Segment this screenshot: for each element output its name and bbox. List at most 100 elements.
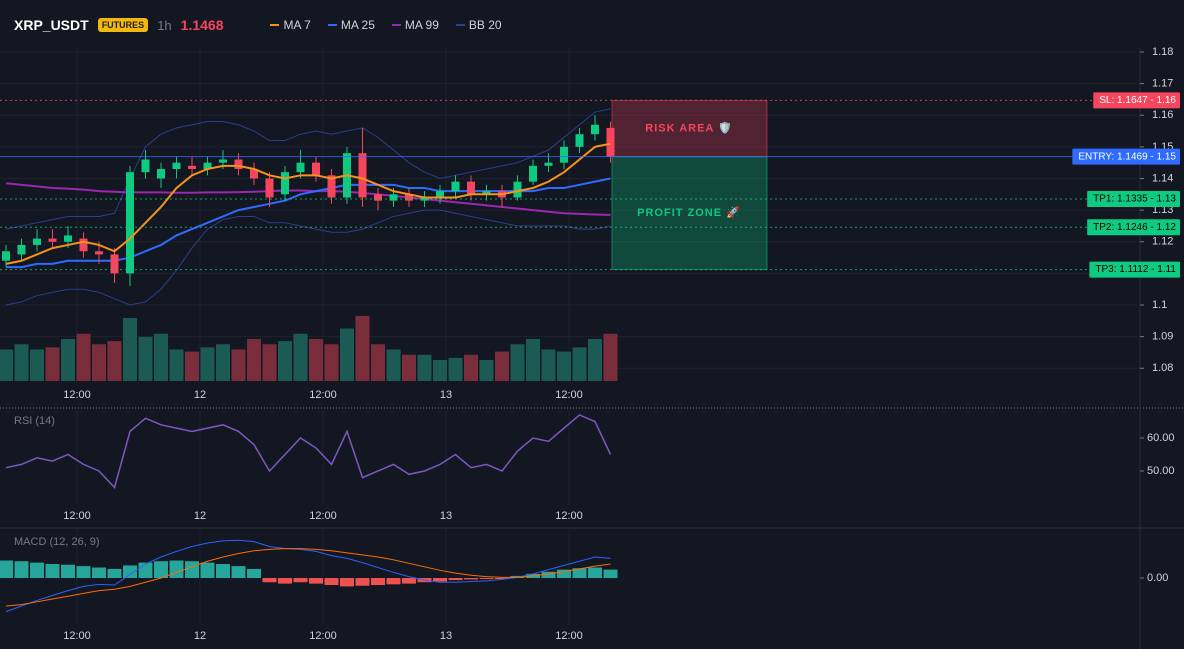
candle-body [110, 254, 119, 274]
interval[interactable]: 1h [157, 17, 172, 33]
volume-bar [30, 349, 44, 381]
macd-tick-label: 0.00 [1147, 572, 1168, 584]
macd-hist-bar [572, 568, 587, 579]
macd-hist-bar [603, 569, 618, 579]
rsi-line [5, 414, 612, 489]
volume-bar [510, 344, 525, 381]
volume-bar [324, 344, 339, 381]
candle-body [405, 194, 413, 201]
macd-hist-bar [138, 562, 153, 579]
candle-body [219, 159, 227, 163]
volume-bar [185, 351, 199, 381]
candle-body [64, 235, 72, 242]
candle-body [327, 175, 336, 198]
candle-body [234, 159, 243, 170]
price-tick-label: 1.08 [1152, 362, 1173, 374]
candle-body [126, 172, 134, 274]
time-label: 12 [194, 630, 206, 642]
volume-bar [76, 333, 91, 381]
time-label: 13 [440, 630, 452, 642]
volume-bar [479, 360, 494, 381]
volume-bar [262, 344, 277, 381]
time-label: 12:00 [309, 389, 337, 401]
volume-bar [386, 349, 401, 381]
level-tag [1089, 261, 1180, 278]
volume-bar [588, 339, 602, 381]
candle-body [606, 127, 615, 157]
volume-bar [371, 344, 385, 381]
volume-bar [231, 349, 246, 381]
level-label: SL: 1.1647 - 1.16 [1099, 95, 1176, 106]
price-tick-label: 1.18 [1152, 46, 1173, 58]
volume-bar [448, 357, 463, 381]
volume-bar [464, 354, 478, 381]
volume-bar [247, 339, 261, 381]
level-tag [1093, 92, 1180, 109]
candle-body [2, 251, 10, 261]
zone [611, 156, 768, 271]
level-label: ENTRY: 1.1469 - 1.15 [1078, 151, 1176, 162]
price-tick-label: 1.1 [1152, 299, 1167, 311]
macd-hist-bar [200, 562, 215, 579]
candle-body [33, 238, 41, 245]
candle-body [482, 191, 491, 195]
candle-body [17, 244, 26, 255]
level-tag [1072, 148, 1180, 165]
legend-label: MA 25 [340, 18, 375, 32]
macd-hist-bar [61, 564, 75, 579]
volume-bar [402, 354, 416, 381]
volume-bar [572, 347, 587, 381]
macd-hist-bar [588, 567, 602, 579]
volume-bar [293, 333, 308, 381]
legend-item[interactable]: MA 7 [270, 18, 311, 32]
rsi-tick-label: 60.00 [1147, 432, 1175, 444]
macd-hist-bar [541, 571, 556, 579]
rsi-tick-label: 50.00 [1147, 465, 1175, 477]
macd-hist-bar [247, 568, 261, 579]
price-tick-label: 1.16 [1152, 109, 1173, 121]
macd-hist-bar [0, 560, 13, 579]
time-label: 12:00 [555, 389, 583, 401]
header: XRP_USDT FUTURES 1h 1.1468 MA 7 MA 25 MA 9… [14, 14, 510, 36]
candle-body [172, 162, 181, 170]
time-label: 12 [194, 389, 206, 401]
candle-body [575, 134, 584, 147]
time-label: 12 [194, 510, 206, 522]
time-label: 12:00 [63, 510, 91, 522]
macd-title: MACD (12, 26, 9) [14, 536, 100, 548]
bb-lower [5, 209, 611, 306]
symbol[interactable]: XRP_USDT [14, 17, 89, 33]
candle-body [560, 146, 568, 163]
legend-item[interactable]: BB 20 [455, 18, 502, 32]
candle-body [451, 181, 460, 192]
candle-body [374, 194, 382, 201]
volume-bar [0, 349, 13, 381]
macd-hist-bar [92, 567, 106, 579]
candle-body [591, 124, 599, 135]
candle-body [265, 178, 274, 198]
macd-hist-bar [293, 578, 308, 583]
volume-bar [169, 349, 184, 381]
macd-hist-bar [169, 560, 184, 579]
level-label: TP2: 1.1246 - 1.12 [1093, 222, 1176, 233]
macd-hist-bar [355, 578, 370, 586]
volume-bar [526, 339, 540, 381]
volume-bar [123, 318, 137, 381]
legend-swatch [327, 24, 337, 26]
macd-hist-bar [278, 578, 292, 584]
candle-body [250, 169, 258, 179]
level-label: TP1: 1.1335 - 1.13 [1093, 194, 1176, 205]
ma25 [6, 177, 611, 269]
ma7 [5, 142, 611, 265]
bb-upper [5, 108, 611, 230]
price-tick-label: 1.17 [1152, 77, 1173, 89]
legend-item[interactable]: MA 99 [391, 18, 439, 32]
legend-item[interactable]: MA 25 [327, 18, 375, 32]
candle-body [79, 238, 88, 252]
legend-swatch [270, 24, 280, 26]
macd-hist-bar [371, 578, 385, 586]
volume-bar [340, 328, 354, 381]
macd-hist-bar [324, 578, 339, 586]
rsi-title: RSI (14) [14, 415, 55, 427]
